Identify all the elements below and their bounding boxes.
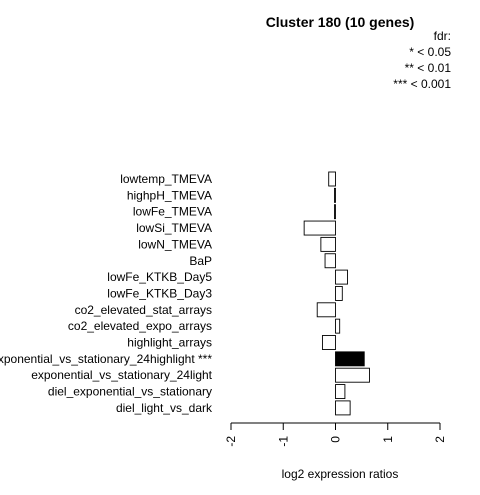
- bar: [335, 400, 351, 416]
- category-label: BaP: [189, 254, 212, 268]
- bar: [335, 269, 348, 285]
- category-label: highpH_TMEVA: [127, 188, 212, 202]
- bar: [321, 335, 336, 350]
- chart-title: Cluster 180 (10 genes): [266, 14, 415, 30]
- bar: [328, 171, 336, 187]
- category-label: co2_elevated_expo_arrays: [68, 319, 212, 333]
- legend-line: ** < 0.01: [405, 61, 452, 75]
- bar: [303, 220, 336, 236]
- category-label: lowFe_KTKB_Day5: [107, 270, 212, 284]
- bar: [324, 253, 336, 269]
- bar: [335, 318, 341, 334]
- category-label: diel_exponential_vs_stationary: [48, 385, 212, 399]
- category-labels: lowtemp_TMEVA highpH_TMEVA lowFe_TMEVA lowS…: [0, 172, 213, 415]
- x-tick-label: -1: [276, 436, 290, 447]
- bar: [316, 302, 336, 318]
- category-label: exponential_vs_stationary_24highlight **…: [0, 352, 212, 366]
- x-tick-label: 2: [433, 436, 447, 443]
- x-axis-label: log2 expression ratios: [282, 467, 399, 481]
- category-label: lowN_TMEVA: [138, 237, 212, 251]
- legend-line: fdr:: [434, 29, 451, 43]
- category-label: exponential_vs_stationary_24light: [31, 368, 212, 382]
- category-label: lowSi_TMEVA: [136, 221, 212, 235]
- x-tick-label: 0: [329, 436, 343, 443]
- bar: [320, 236, 336, 252]
- bar: [334, 187, 336, 203]
- category-label: highlight_arrays: [127, 336, 212, 350]
- category-label: lowFe_TMEVA: [133, 205, 212, 219]
- legend-line: *** < 0.001: [393, 77, 451, 91]
- bar: [335, 286, 343, 301]
- bar: [335, 367, 370, 383]
- bar: [335, 384, 346, 399]
- x-tick-label: -2: [224, 436, 238, 447]
- legend: fdr: * < 0.05 ** < 0.01 *** < 0.001: [393, 29, 451, 91]
- category-label: diel_light_vs_dark: [116, 401, 213, 415]
- bar: [334, 204, 336, 220]
- x-tick-label: 1: [381, 436, 395, 443]
- bars: [303, 171, 370, 416]
- category-label: lowtemp_TMEVA: [120, 172, 212, 186]
- category-label: co2_elevated_stat_arrays: [75, 303, 212, 317]
- bar: [335, 351, 365, 367]
- category-label: lowFe_KTKB_Day3: [107, 286, 212, 300]
- legend-line: * < 0.05: [409, 45, 451, 59]
- x-axis: -2 -1 0 1 2: [224, 422, 447, 447]
